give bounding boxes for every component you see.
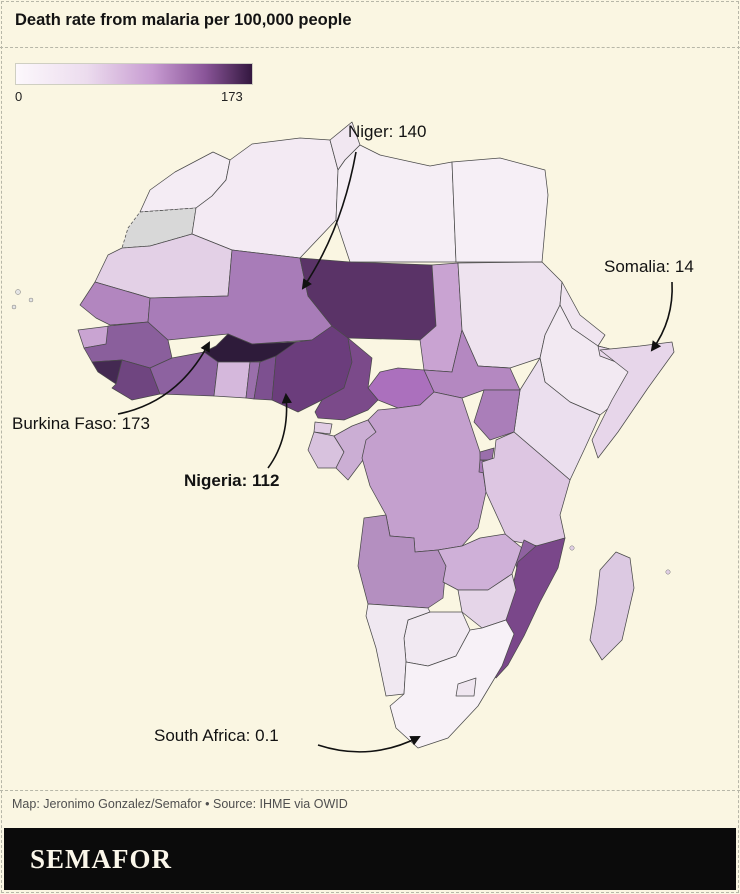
country-rwanda — [479, 447, 495, 461]
top-separator — [0, 47, 740, 48]
africa-choropleth-map — [11, 121, 675, 753]
country-zimbabwe — [457, 573, 517, 629]
island-dot — [665, 569, 671, 575]
island-dot — [11, 304, 17, 310]
country-eq-guinea — [313, 421, 333, 435]
source-credit-line: Map: Jeronimo Gonzalez/Semafor • Source:… — [12, 797, 348, 811]
south-africa-annotation-arrow — [317, 736, 421, 753]
nigeria-annotation-arrow — [267, 392, 292, 469]
country-egypt — [451, 157, 549, 263]
country-madagascar — [589, 551, 635, 661]
island-dot — [28, 297, 34, 303]
country-libya — [335, 144, 457, 263]
bottom-separator — [0, 790, 740, 791]
somalia-annotation-arrow — [650, 281, 673, 352]
legend-max-label: 173 — [221, 89, 243, 104]
niger-annotation-arrow — [301, 151, 357, 290]
country-uganda — [473, 389, 521, 441]
country-somalia — [591, 341, 675, 459]
country-south-sudan — [423, 329, 521, 399]
legend-min-label: 0 — [15, 89, 23, 104]
somalia-annotation-label: Somalia: 14 — [604, 257, 694, 276]
south-africa-annotation-label: South Africa: 0.1 — [154, 726, 279, 745]
niger-annotation-label: Niger: 140 — [348, 122, 427, 141]
color-scale-legend — [15, 63, 253, 85]
country-ghana — [213, 361, 251, 399]
island-dot — [15, 289, 21, 295]
brand-bar: SEMAFOR — [4, 828, 736, 890]
country-lesotho — [455, 677, 477, 697]
nigeria-annotation-label: Nigeria: 112 — [184, 471, 280, 490]
chart-title: Death rate from malaria per 100,000 peop… — [15, 11, 352, 29]
country-cameroon — [314, 337, 379, 421]
burkina-faso-annotation-label: Burkina Faso: 173 — [12, 414, 150, 433]
semafor-logo[interactable]: SEMAFOR — [30, 844, 172, 874]
burkina-faso-annotation-arrow — [117, 341, 210, 415]
island-dot — [569, 545, 575, 551]
country-south-africa — [389, 619, 515, 749]
